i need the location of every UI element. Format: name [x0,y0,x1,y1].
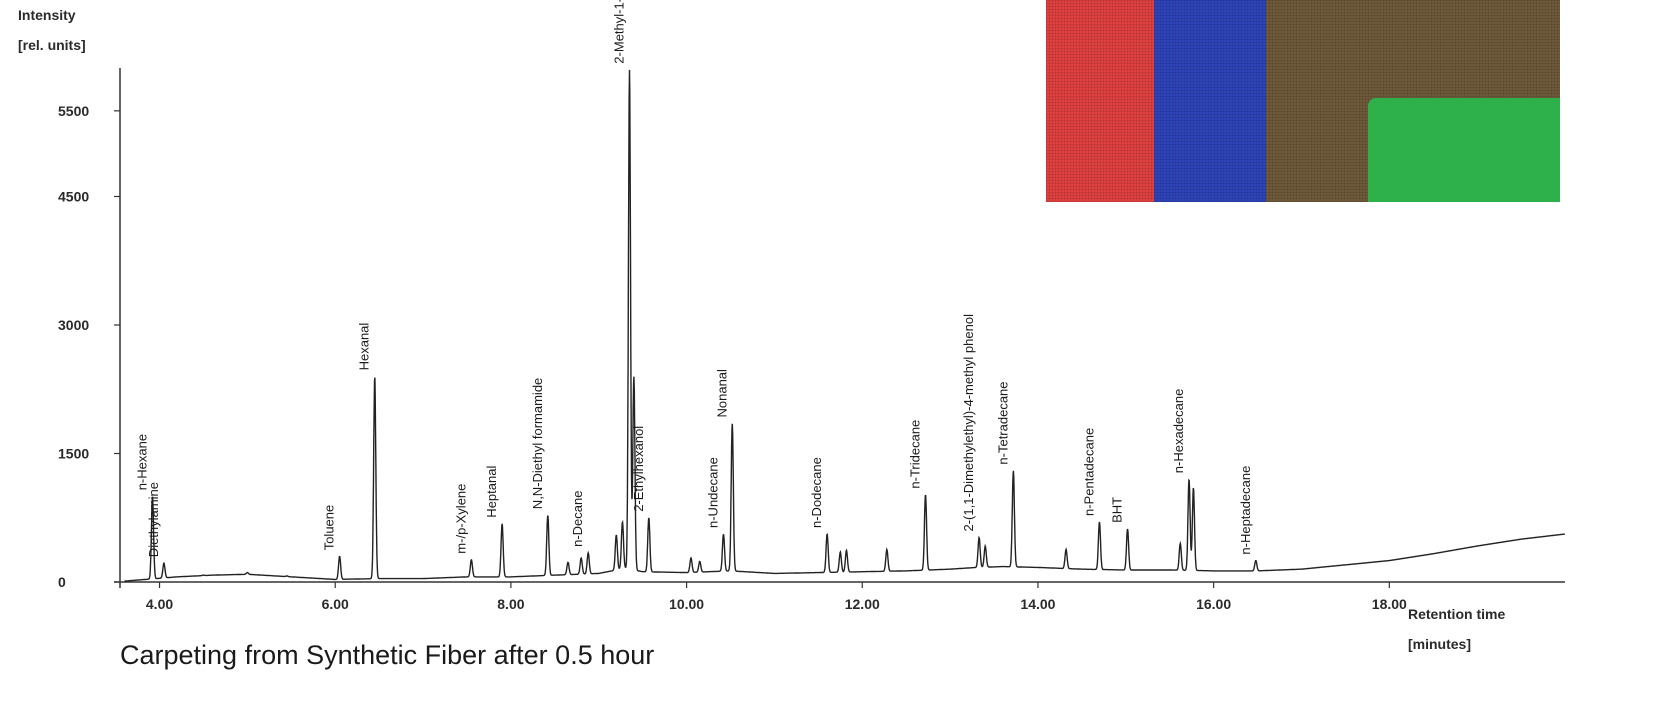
peak-label: n-Dodecane [809,457,824,528]
peak-label: n-Tridecane [908,420,923,489]
fabric-swatch [1154,0,1266,202]
peak-label: m-/p-Xylene [453,484,468,554]
peak-label: N,N-Diethyl formamide [530,378,545,509]
peak-label: Heptanal [484,466,499,518]
peak-label: n-Hexadecane [1171,389,1186,474]
peak-label: 2-(1,1-Dimethylethyl)-4-methyl phenol [961,314,976,532]
peak-label: n-Undecane [706,457,721,528]
peak-label: BHT [1110,497,1125,523]
peak-label: 2-Methyl-1-propene, trimer [612,0,627,64]
x-tick-label: 16.00 [1196,596,1231,612]
y-tick-label: 1500 [58,446,89,462]
axis-ticks: 0 1500 3000 4500 5500 4.00 6.00 8.00 10.00 12.00 1… [58,103,1407,612]
peak-label: n-Pentadecane [1081,428,1096,516]
y-axis-title-line1: Intensity [18,7,76,23]
x-tick-label: 8.00 [497,596,524,612]
x-tick-label: 18.00 [1372,596,1407,612]
peak-label: n-Decane [570,491,585,547]
x-tick-label: 12.00 [845,596,880,612]
peak-label: Toluene [322,505,337,551]
y-tick-label: 5500 [58,103,89,119]
peak-label: 2-Ethylhexanol [631,426,646,512]
peak-label: Diethylamine [146,482,161,557]
y-tick-label: 3000 [58,317,89,333]
chart-axes [114,68,1565,588]
peak-label: Nonanal [714,369,729,418]
x-tick-label: 10.00 [669,596,704,612]
fabric-swatch [1046,0,1154,202]
y-axis-title-line2: [rel. units] [18,37,86,53]
chart-caption: Carpeting from Synthetic Fiber after 0.5… [120,640,655,670]
x-axis-title-line2: [minutes] [1408,636,1471,652]
fabric-swatch [1368,98,1560,202]
x-tick-label: 14.00 [1020,596,1055,612]
peak-label: n-Heptadecane [1238,466,1253,555]
x-axis-title-line1: Retention time [1408,606,1505,622]
peak-label: n-Tetradecane [995,381,1010,464]
y-tick-label: 4500 [58,189,89,205]
carpet-sample-photo [1046,0,1560,202]
peak-label: Hexanal [357,323,372,371]
x-tick-label: 4.00 [146,596,173,612]
x-tick-label: 6.00 [322,596,349,612]
chromatogram-trace [124,69,1566,582]
y-tick-label: 0 [58,574,66,590]
peak-label: n-Hexane [135,434,150,490]
